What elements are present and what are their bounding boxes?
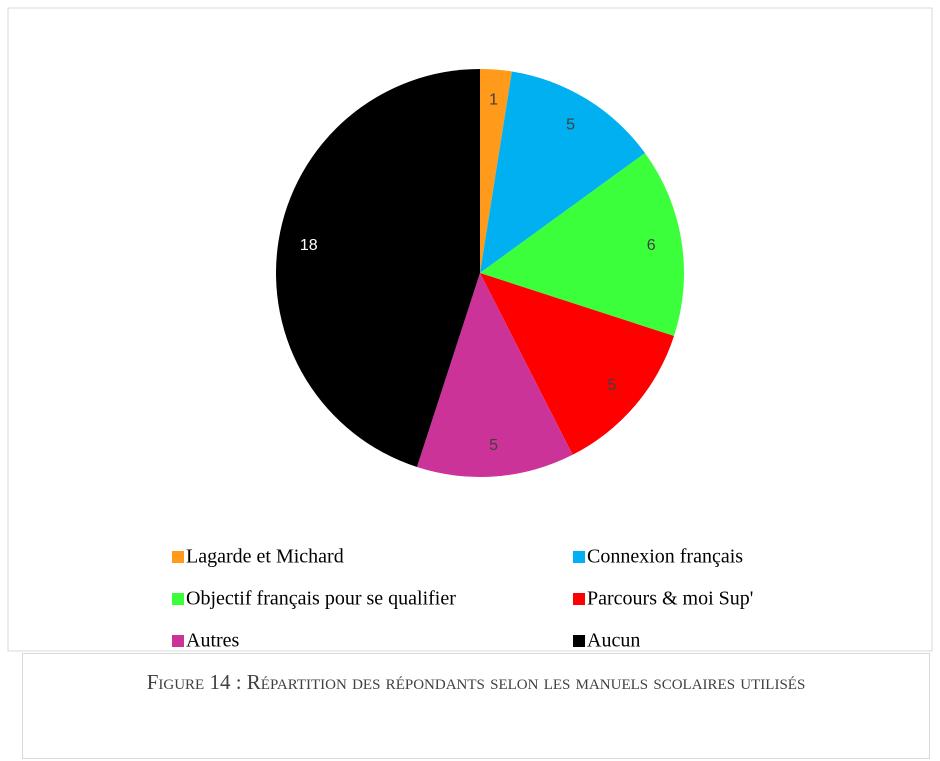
pie-slice — [416, 273, 573, 477]
legend-swatch — [573, 635, 585, 647]
pie-slice — [480, 273, 675, 455]
legend-label: Lagarde et Michard — [186, 546, 344, 568]
chart: 1 5 6 5 5 18 Lagarde et Michard Connexion franç… — [7, 7, 933, 652]
legend-label: Autres — [186, 630, 240, 652]
pie-slice — [480, 71, 646, 273]
pie-slice — [480, 153, 684, 337]
legend-label: Connexion français — [587, 546, 743, 568]
legend-label: Aucun — [587, 630, 640, 652]
legend-swatch — [573, 551, 585, 563]
figure-caption: Figure 14 : Répartition des répondants s… — [22, 653, 930, 759]
legend-swatch — [573, 593, 585, 605]
data-label: 1 — [489, 91, 498, 108]
data-label: 18 — [300, 237, 318, 254]
data-label: 5 — [489, 437, 498, 454]
legend-swatch — [172, 593, 184, 605]
legend-label: Parcours & moi Sup' — [587, 588, 753, 610]
data-label: 5 — [566, 116, 575, 133]
pie-slice — [276, 69, 480, 468]
legend-swatch — [172, 635, 184, 647]
data-label: 5 — [607, 377, 616, 394]
legend-swatch — [172, 551, 184, 563]
pie-slice — [480, 69, 512, 273]
data-label: 6 — [647, 237, 656, 254]
legend-label: Objectif français pour se qualifier — [186, 588, 456, 610]
